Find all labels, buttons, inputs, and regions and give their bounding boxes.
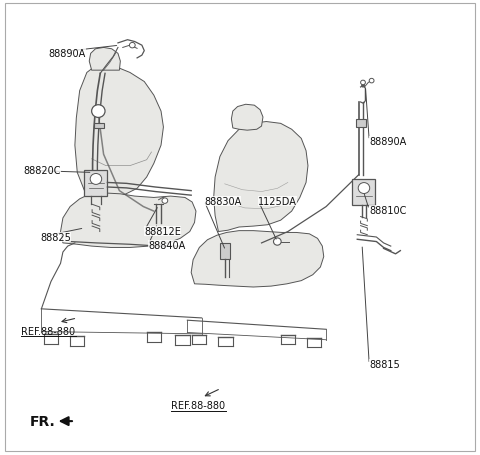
Bar	[356, 120, 366, 128]
Circle shape	[369, 79, 374, 84]
Circle shape	[130, 43, 135, 49]
Bar	[84, 170, 108, 197]
Text: 88815: 88815	[369, 359, 400, 369]
Text: 88830A: 88830A	[204, 196, 241, 206]
Text: FR.: FR.	[29, 414, 55, 428]
Text: REF.88-880: REF.88-880	[170, 400, 225, 410]
Bar	[220, 243, 230, 259]
Text: 88812E: 88812E	[144, 226, 181, 236]
Text: 88820C: 88820C	[24, 166, 61, 176]
Polygon shape	[191, 231, 324, 288]
Text: 88890A: 88890A	[48, 49, 86, 59]
Polygon shape	[60, 193, 196, 248]
Circle shape	[274, 238, 281, 246]
Polygon shape	[231, 105, 263, 131]
Text: 88825: 88825	[40, 233, 71, 243]
Text: 88840A: 88840A	[148, 241, 185, 251]
Polygon shape	[214, 122, 308, 232]
Text: 88890A: 88890A	[369, 136, 407, 147]
Polygon shape	[75, 64, 163, 197]
Circle shape	[360, 81, 365, 86]
Circle shape	[90, 174, 102, 185]
Bar	[352, 179, 375, 206]
Circle shape	[92, 106, 105, 118]
Text: REF.88-880: REF.88-880	[21, 326, 75, 336]
Text: 88810C: 88810C	[369, 205, 407, 215]
Text: 1125DA: 1125DA	[258, 196, 297, 206]
Circle shape	[358, 183, 370, 194]
Polygon shape	[89, 48, 120, 71]
Polygon shape	[94, 124, 104, 129]
Circle shape	[162, 198, 168, 204]
